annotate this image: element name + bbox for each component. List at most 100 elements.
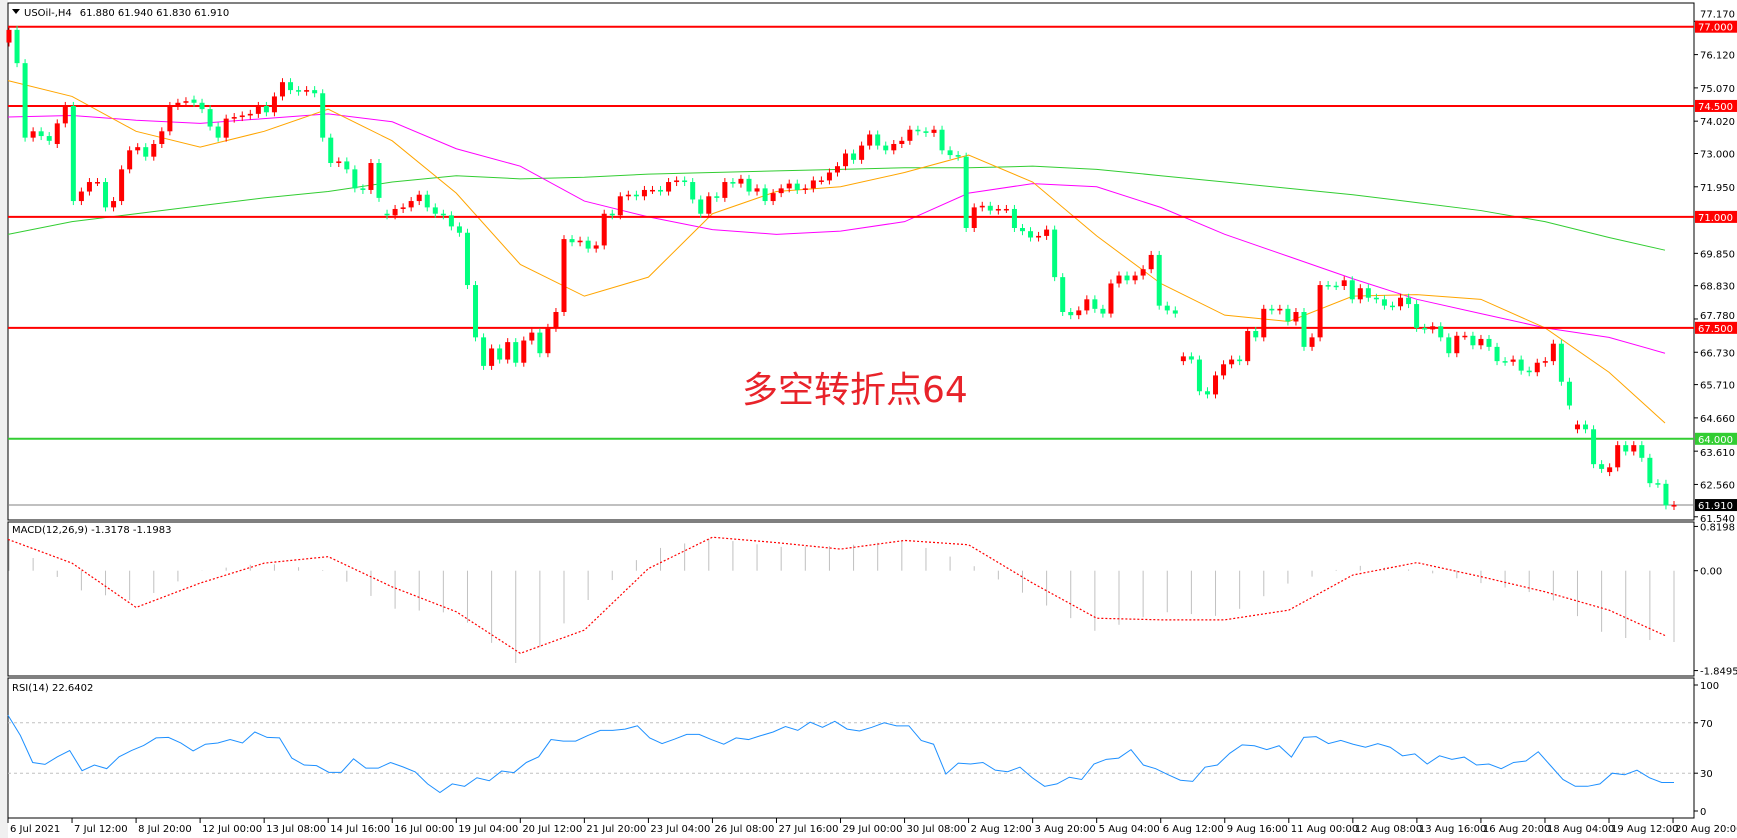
candle bbox=[432, 203, 438, 218]
candle-body bbox=[746, 178, 752, 192]
candle-body bbox=[38, 131, 44, 137]
candle bbox=[94, 178, 100, 187]
candle bbox=[288, 78, 294, 95]
price-panel[interactable]: 77.170 76.120 75.070 74.020 73.000 71.950 69.8… bbox=[6, 2, 1737, 525]
candle bbox=[304, 86, 310, 96]
candle bbox=[424, 190, 430, 212]
candle-body bbox=[1196, 359, 1202, 392]
level-price-label: 71.000 bbox=[1698, 213, 1733, 224]
candle bbox=[730, 178, 736, 188]
candle-body bbox=[955, 155, 961, 157]
price-axis-label: 75.070 bbox=[1700, 84, 1735, 95]
candle-body bbox=[255, 105, 261, 114]
candle-body bbox=[239, 115, 245, 118]
rsi-panel[interactable]: 100 70 30 0 bbox=[7, 677, 1719, 819]
candle-body bbox=[215, 126, 221, 138]
candle bbox=[1414, 300, 1420, 332]
candle bbox=[14, 25, 20, 68]
macd-axis-label: 0.8198 bbox=[1700, 522, 1735, 533]
candle bbox=[247, 109, 253, 120]
time-axis-label: 9 Aug 16:00 bbox=[1227, 824, 1288, 835]
candle-body bbox=[1671, 505, 1677, 507]
candle-body bbox=[103, 182, 109, 208]
candle bbox=[151, 139, 157, 161]
candle bbox=[1108, 279, 1114, 318]
candle-body bbox=[666, 182, 672, 192]
candle bbox=[1116, 271, 1122, 288]
candle-body bbox=[923, 131, 929, 133]
candle bbox=[1591, 425, 1597, 469]
candle bbox=[1293, 308, 1299, 326]
candle bbox=[78, 187, 84, 206]
level-price-label: 64.000 bbox=[1698, 435, 1733, 446]
candle-body bbox=[304, 90, 310, 92]
candle bbox=[1044, 225, 1050, 240]
candle bbox=[473, 281, 479, 342]
candle-body bbox=[794, 183, 800, 190]
candle bbox=[400, 203, 406, 213]
rsi-axis-label: 0 bbox=[1700, 807, 1706, 818]
candle bbox=[1655, 479, 1661, 488]
time-axis-label: 19 Jul 04:00 bbox=[458, 824, 518, 835]
candle bbox=[1309, 333, 1315, 351]
candle-body bbox=[247, 113, 253, 116]
time-axis-label: 23 Jul 04:00 bbox=[650, 824, 710, 835]
time-axis-label: 18 Aug 04:00 bbox=[1547, 824, 1614, 835]
candle bbox=[1422, 323, 1428, 334]
candle-body bbox=[1092, 299, 1098, 309]
candle-body bbox=[802, 188, 808, 190]
candle bbox=[521, 336, 527, 367]
candle bbox=[175, 98, 181, 110]
macd-plot-area bbox=[7, 521, 1695, 677]
candle bbox=[1003, 204, 1009, 213]
candle bbox=[1301, 308, 1307, 351]
candle-body bbox=[167, 105, 173, 132]
candle bbox=[30, 127, 36, 142]
price-axis-label: 66.730 bbox=[1700, 348, 1735, 359]
candle bbox=[119, 165, 125, 206]
candle-body bbox=[738, 178, 744, 184]
candle bbox=[1381, 295, 1387, 310]
candle-body bbox=[1373, 297, 1379, 300]
candle bbox=[1204, 387, 1210, 399]
candle-body bbox=[1309, 337, 1315, 347]
time-axis[interactable]: 6 Jul 2021 7 Jul 12:00 8 Jul 20:00 12 Jul 0… bbox=[7, 818, 1737, 835]
candle bbox=[754, 184, 760, 196]
candle bbox=[1036, 231, 1042, 242]
candle bbox=[1631, 441, 1637, 456]
time-axis-label: 2 Aug 12:00 bbox=[971, 824, 1032, 835]
candle bbox=[907, 125, 913, 145]
candle-body bbox=[585, 240, 591, 249]
candle-body bbox=[408, 201, 414, 208]
candle-body bbox=[296, 90, 302, 92]
candle-body bbox=[1261, 308, 1267, 338]
candle bbox=[1172, 306, 1178, 318]
candle bbox=[810, 176, 816, 193]
candle bbox=[1221, 360, 1227, 380]
candle-body bbox=[1084, 299, 1090, 311]
level-price-tag bbox=[1695, 20, 1737, 33]
candle-body bbox=[1542, 361, 1548, 363]
candle-body bbox=[320, 93, 326, 138]
candle bbox=[1188, 352, 1194, 364]
candle bbox=[231, 113, 237, 123]
candle-body bbox=[1213, 375, 1219, 395]
candle bbox=[971, 203, 977, 232]
triangle-down-icon[interactable] bbox=[12, 9, 20, 14]
candle bbox=[1494, 342, 1500, 366]
candle-body bbox=[1591, 429, 1597, 465]
candle-body bbox=[1526, 370, 1532, 373]
candle-body bbox=[1124, 275, 1130, 281]
candle-body bbox=[30, 131, 36, 138]
candle-body bbox=[1060, 277, 1066, 312]
candle bbox=[344, 157, 350, 174]
candle bbox=[963, 152, 969, 232]
macd-panel[interactable]: 0.8198 0.00 -1.8495 bbox=[7, 521, 1737, 678]
candle bbox=[336, 157, 342, 168]
candle bbox=[1068, 308, 1074, 320]
candle bbox=[851, 149, 857, 164]
price-axis-label: 67.780 bbox=[1700, 311, 1735, 322]
candle-body bbox=[1100, 308, 1106, 314]
candle-body bbox=[119, 169, 125, 202]
